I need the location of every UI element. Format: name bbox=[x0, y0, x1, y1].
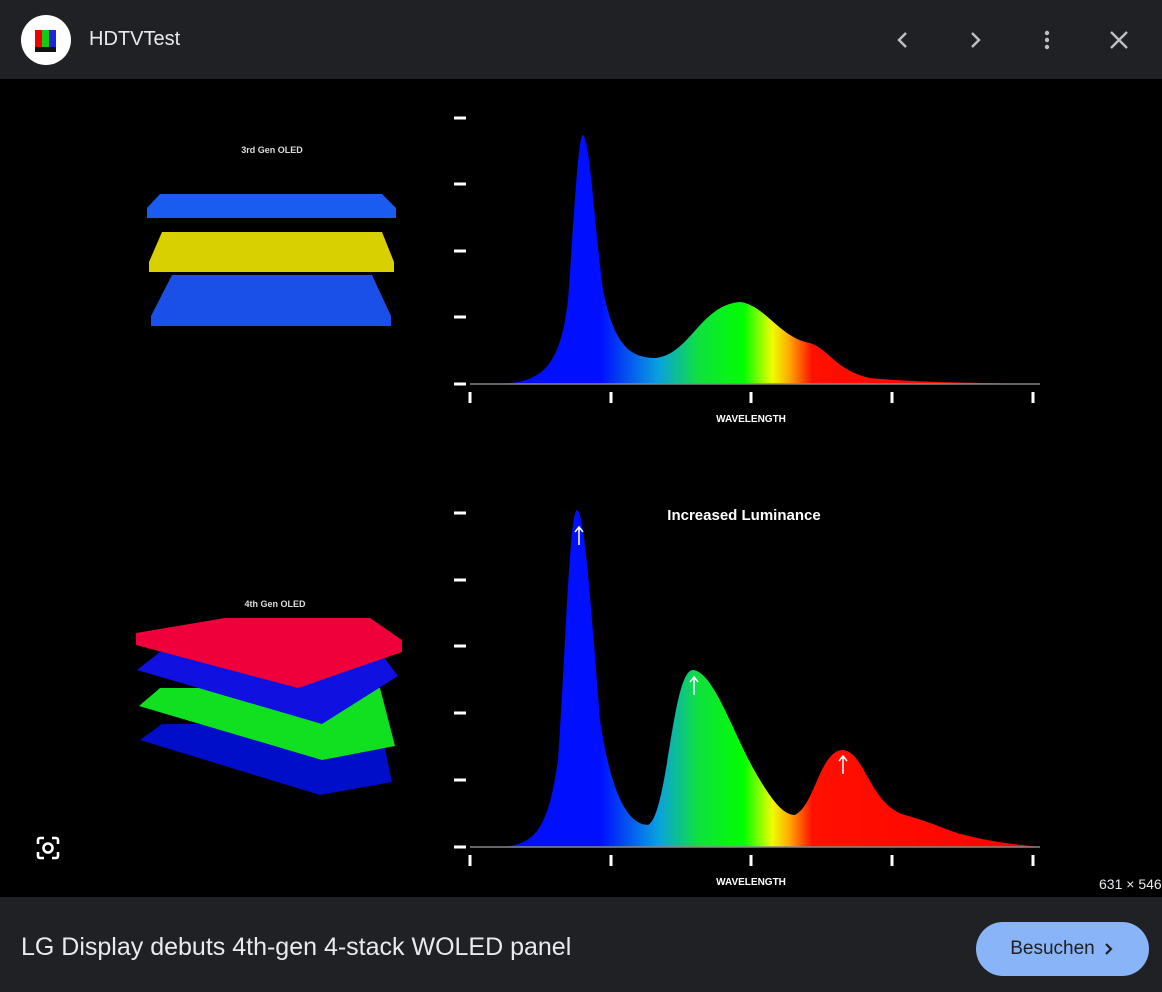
chevron-right-icon bbox=[1104, 943, 1113, 955]
bottom-spectrum-curve bbox=[500, 510, 1040, 847]
top-panel-label: 3rd Gen OLED bbox=[241, 145, 303, 155]
top-spectrum-chart: WAVELENGTH bbox=[454, 116, 1040, 425]
visit-label: Besuchen bbox=[1010, 938, 1095, 959]
next-button[interactable] bbox=[955, 20, 995, 60]
image-title[interactable]: LG Display debuts 4th-gen 4-stack WOLED … bbox=[21, 933, 572, 961]
bottom-spectrum-chart: Increased Luminance WAVELENGTH bbox=[454, 507, 1040, 888]
viewer-footer: LG Display debuts 4th-gen 4-stack WOLED … bbox=[0, 897, 1162, 992]
hdtvtest-logo-icon bbox=[35, 30, 56, 48]
image-viewer: 3rd Gen OLED 4th Gen OLED WAVELENGTH Inc… bbox=[0, 79, 1162, 897]
site-logo[interactable] bbox=[21, 15, 71, 65]
more-vert-icon bbox=[1044, 30, 1050, 50]
lens-icon bbox=[36, 836, 60, 860]
more-options-button[interactable] bbox=[1027, 20, 1067, 60]
site-name[interactable]: HDTVTest bbox=[89, 28, 181, 50]
close-button[interactable] bbox=[1099, 20, 1139, 60]
3rd-gen-oled-layers bbox=[147, 194, 396, 326]
top-spectrum-curve bbox=[500, 135, 1030, 384]
top-xlabel: WAVELENGTH bbox=[716, 414, 786, 425]
increased-luminance-annotation: Increased Luminance bbox=[667, 507, 820, 524]
visit-button[interactable]: Besuchen bbox=[976, 922, 1149, 976]
image-dimensions: 631 × 546 bbox=[1099, 876, 1162, 892]
increase-arrows bbox=[574, 525, 848, 774]
previous-button[interactable] bbox=[883, 20, 923, 60]
oled-spectrum-image: 3rd Gen OLED 4th Gen OLED WAVELENGTH Inc… bbox=[136, 116, 1040, 888]
viewer-header: HDTVTest bbox=[0, 0, 1162, 79]
close-icon bbox=[1110, 31, 1128, 49]
chevron-left-icon bbox=[897, 32, 907, 48]
bottom-panel-label: 4th Gen OLED bbox=[244, 599, 306, 609]
google-lens-button[interactable] bbox=[30, 830, 66, 866]
chevron-right-icon bbox=[971, 32, 981, 48]
bottom-xlabel: WAVELENGTH bbox=[716, 877, 786, 888]
4th-gen-oled-layers bbox=[136, 618, 402, 795]
